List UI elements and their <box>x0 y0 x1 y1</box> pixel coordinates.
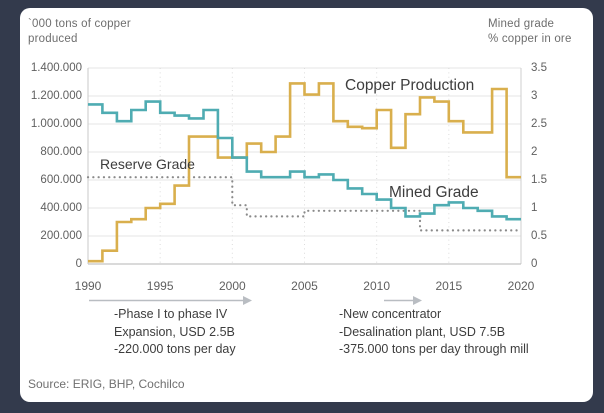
right-axis-title-line2: % copper in ore <box>488 33 572 45</box>
tick-label: 0 <box>531 258 538 270</box>
tick-label: 2005 <box>291 279 318 293</box>
right-axis-title: Mined grade % copper in ore <box>488 17 572 47</box>
copper-production-label: Copper Production <box>345 77 475 94</box>
tick-label: 1.000.000 <box>30 118 82 130</box>
phase2-annotation: -New concentrator -Desalination plant, U… <box>339 306 529 359</box>
phase2-line1: -New concentrator <box>339 307 442 321</box>
left-axis-title-line1: `000 tons of copper <box>28 18 131 30</box>
tick-label: 2010 <box>363 279 391 293</box>
phase1-line1: -Phase I to phase IV <box>114 307 228 321</box>
tick-label: 3 <box>531 90 538 102</box>
copper-production-line <box>88 82 521 263</box>
tick-label: 200.000 <box>40 230 82 242</box>
phase2-line2: -Desalination plant, USD 7.5B <box>339 324 506 339</box>
right-axis-title-line1: Mined grade <box>488 18 555 30</box>
chart-card <box>20 8 593 402</box>
mined-grade-label: Mined Grade <box>389 184 479 201</box>
phase1-arrow-head <box>243 296 252 305</box>
tick-label: 1990 <box>74 279 102 293</box>
left-axis-title-line2: produced <box>28 33 78 45</box>
phase1-annotation: -Phase I to phase IV Expansion, USD 2.5B… <box>114 306 236 359</box>
left-axis-title: `000 tons of copper produced <box>28 17 131 47</box>
tick-label: 2015 <box>435 279 463 293</box>
phase2-arrow-head <box>413 296 422 305</box>
tick-label: 0.5 <box>531 230 547 242</box>
phase2-line3: -375.000 tons per day through mill <box>339 342 529 356</box>
tick-label: 2020 <box>507 279 535 293</box>
phase1-line2: Expansion, USD 2.5B <box>114 324 235 339</box>
tick-label: 0 <box>75 258 82 270</box>
tick-label: 800.000 <box>40 146 82 158</box>
tick-label: 2000 <box>218 279 246 293</box>
mined-grade-line <box>88 100 521 221</box>
reserve-grade-label: Reserve Grade <box>100 156 195 172</box>
tick-label: 600.000 <box>40 174 82 186</box>
source-caption: Source: ERIG, BHP, Cochilco <box>28 377 185 391</box>
tick-label: 1.200.000 <box>30 90 82 102</box>
phase1-line3: -220.000 tons per day <box>114 342 236 356</box>
tick-label: 400.000 <box>40 202 82 214</box>
tick-label: 1995 <box>146 279 174 293</box>
tick-label: 3.5 <box>531 62 547 74</box>
tick-label: 1 <box>531 202 538 214</box>
tick-label: 2 <box>531 146 538 158</box>
tick-label: 1.400.000 <box>30 62 82 74</box>
tick-label: 2.5 <box>531 118 547 130</box>
tick-label: 1.5 <box>531 174 547 186</box>
